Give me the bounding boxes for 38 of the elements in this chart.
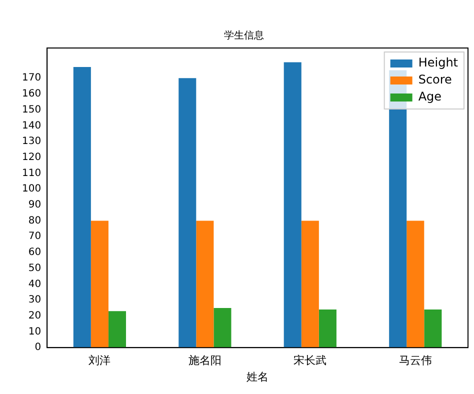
legend-label: Score xyxy=(418,72,452,87)
y-tick-label: 70 xyxy=(28,231,42,242)
y-tick-label: 60 xyxy=(28,247,42,258)
x-tick-label: 施名阳 xyxy=(188,354,222,368)
y-tick-label: 50 xyxy=(28,262,42,274)
y-tick-label: 80 xyxy=(28,215,42,226)
bar xyxy=(73,67,91,348)
y-tick-label: 0 xyxy=(34,342,42,354)
y-tick-label: 110 xyxy=(22,168,42,179)
bar xyxy=(90,220,108,348)
legend-label: Height xyxy=(418,56,458,70)
bar xyxy=(214,308,232,348)
y-tick-label: 20 xyxy=(28,310,42,322)
bar xyxy=(318,310,336,348)
bar xyxy=(424,310,442,348)
y-tick-label: 150 xyxy=(22,104,42,116)
bar xyxy=(284,62,302,348)
y-tick-label: 160 xyxy=(22,88,42,100)
y-tick-label: 100 xyxy=(22,184,42,195)
bar xyxy=(178,78,196,348)
bar xyxy=(196,220,214,348)
x-tick-label: 刘洋 xyxy=(88,354,111,368)
chart-title: 学生信息 xyxy=(224,30,264,42)
x-tick-label: 宋长武 xyxy=(294,354,327,368)
bar xyxy=(406,220,424,348)
y-tick-label: 40 xyxy=(28,278,42,290)
y-tick-label: 140 xyxy=(22,120,42,132)
x-axis-title: 姓名 xyxy=(246,370,269,384)
y-tick-label: 120 xyxy=(22,152,42,163)
legend-label: Age xyxy=(418,90,442,104)
y-tick-label: 90 xyxy=(28,200,42,211)
bar xyxy=(108,311,126,348)
x-tick-label: 马云伟 xyxy=(398,354,432,368)
y-tick-label: 130 xyxy=(22,136,42,148)
y-tick-label: 30 xyxy=(28,294,42,306)
bar xyxy=(301,220,319,348)
y-tick-label: 170 xyxy=(22,72,42,84)
y-tick-label: 10 xyxy=(28,326,42,338)
